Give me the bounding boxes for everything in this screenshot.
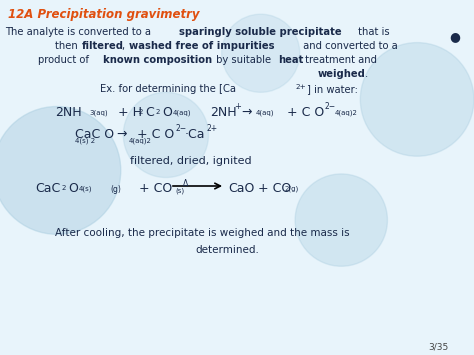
Text: heat: heat bbox=[278, 55, 303, 65]
Text: determined.: determined. bbox=[195, 245, 259, 255]
Text: 4(aq)2: 4(aq)2 bbox=[129, 138, 152, 144]
Circle shape bbox=[222, 14, 300, 92]
Text: + C O: + C O bbox=[283, 106, 324, 119]
Text: →: → bbox=[116, 128, 127, 141]
Text: that is: that is bbox=[355, 27, 390, 37]
Text: 4(aq): 4(aq) bbox=[256, 109, 274, 115]
Text: treatment and: treatment and bbox=[302, 55, 377, 65]
Circle shape bbox=[295, 174, 387, 266]
Text: 4(aq): 4(aq) bbox=[173, 109, 191, 115]
Text: + C O: + C O bbox=[129, 128, 174, 141]
Text: (g): (g) bbox=[110, 185, 121, 194]
Text: O: O bbox=[162, 106, 172, 119]
Circle shape bbox=[360, 43, 474, 156]
Text: After cooling, the precipitate is weighed and the mass is: After cooling, the precipitate is weighe… bbox=[55, 228, 350, 238]
Text: ,: , bbox=[122, 41, 128, 51]
Text: 3(aq): 3(aq) bbox=[89, 109, 108, 115]
Text: O: O bbox=[68, 182, 78, 195]
Text: +: + bbox=[234, 102, 241, 111]
Text: →: → bbox=[241, 106, 252, 119]
Text: sparingly soluble precipitate: sparingly soluble precipitate bbox=[179, 27, 342, 37]
Text: ] in water:: ] in water: bbox=[307, 84, 358, 94]
Text: + CO: + CO bbox=[135, 182, 172, 195]
Text: 2−: 2− bbox=[176, 124, 187, 133]
Text: 2NH: 2NH bbox=[210, 106, 237, 119]
Text: product of: product of bbox=[38, 55, 92, 65]
Text: washed free of impurities: washed free of impurities bbox=[129, 41, 274, 51]
Text: ●: ● bbox=[449, 30, 460, 43]
Text: Ex. for determining the [Ca: Ex. for determining the [Ca bbox=[100, 84, 236, 94]
Text: weighed: weighed bbox=[318, 69, 366, 79]
Text: Δ: Δ bbox=[183, 179, 188, 188]
Text: CaO: CaO bbox=[228, 182, 255, 195]
Text: filtered, dried, ignited: filtered, dried, ignited bbox=[130, 156, 252, 166]
Text: 4(aq)2: 4(aq)2 bbox=[335, 109, 358, 115]
Text: + H: + H bbox=[114, 106, 142, 119]
Text: 2(g): 2(g) bbox=[285, 185, 299, 191]
Text: 2+: 2+ bbox=[295, 84, 306, 90]
Text: known composition: known composition bbox=[103, 55, 212, 65]
Text: 2NH: 2NH bbox=[55, 106, 82, 119]
Text: C: C bbox=[145, 106, 154, 119]
Text: 2−: 2− bbox=[325, 102, 336, 111]
Text: The analyte is converted to a: The analyte is converted to a bbox=[5, 27, 154, 37]
Text: filtered: filtered bbox=[82, 41, 124, 51]
Text: 4(s) 2: 4(s) 2 bbox=[75, 138, 95, 144]
Text: 12A Precipitation gravimetry: 12A Precipitation gravimetry bbox=[8, 8, 200, 21]
Text: 2: 2 bbox=[139, 109, 143, 115]
Text: by suitable: by suitable bbox=[213, 55, 274, 65]
Text: 2: 2 bbox=[62, 185, 66, 191]
Text: (s): (s) bbox=[175, 187, 184, 193]
Text: then: then bbox=[55, 41, 81, 51]
Text: ·Ca: ·Ca bbox=[185, 128, 206, 141]
Circle shape bbox=[0, 106, 121, 234]
Circle shape bbox=[123, 92, 209, 178]
Text: + CO: + CO bbox=[254, 182, 291, 195]
Text: .: . bbox=[365, 69, 368, 79]
Text: 3/35: 3/35 bbox=[428, 342, 448, 351]
Text: 2: 2 bbox=[156, 109, 160, 115]
Text: 4(s): 4(s) bbox=[79, 185, 92, 191]
Text: CaC: CaC bbox=[35, 182, 60, 195]
Text: CaC O: CaC O bbox=[75, 128, 114, 141]
Text: 2+: 2+ bbox=[207, 124, 218, 133]
Text: and converted to a: and converted to a bbox=[300, 41, 398, 51]
